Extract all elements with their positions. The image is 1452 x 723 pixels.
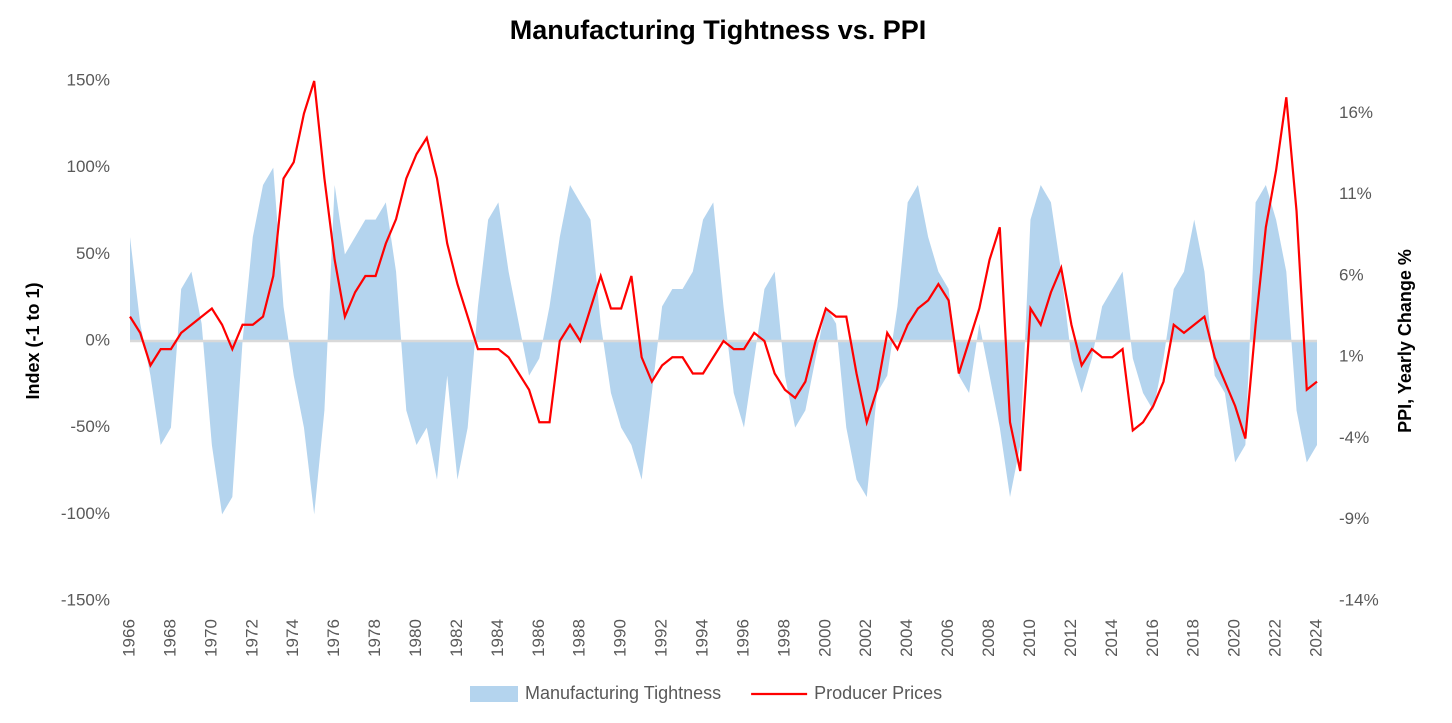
x-tick-label: 1974 <box>283 619 302 657</box>
legend-label: Manufacturing Tightness <box>525 683 721 703</box>
x-tick-label: 1992 <box>652 619 671 657</box>
y2-tick-label: 16% <box>1339 103 1373 122</box>
x-tick-label: 2006 <box>938 619 957 657</box>
x-tick-label: 1976 <box>324 619 343 657</box>
x-tick-label: 1998 <box>774 619 793 657</box>
y2-tick-label: -14% <box>1339 590 1379 609</box>
x-tick-label: 1970 <box>201 619 220 657</box>
x-tick-label: 1990 <box>611 619 630 657</box>
x-tick-label: 2016 <box>1143 619 1162 657</box>
y-tick-label: -50% <box>70 417 110 436</box>
x-tick-label: 1996 <box>733 619 752 657</box>
x-tick-label: 1978 <box>365 619 384 657</box>
x-tick-label: 1968 <box>160 619 179 657</box>
x-tick-label: 1988 <box>570 619 589 657</box>
x-tick-label: 1984 <box>488 619 507 657</box>
x-tick-label: 1966 <box>119 619 138 657</box>
x-tick-label: 1972 <box>242 619 261 657</box>
y2-axis-title: PPI, Yearly Change % <box>1395 249 1415 433</box>
y-axis-title: Index (-1 to 1) <box>23 282 43 399</box>
x-tick-label: 2008 <box>979 619 998 657</box>
x-tick-label: 2012 <box>1061 619 1080 657</box>
x-tick-label: 2024 <box>1306 619 1325 657</box>
y-tick-label: -150% <box>61 590 110 609</box>
line <box>129 80 1318 472</box>
y-tick-label: 150% <box>67 70 110 89</box>
y2-tick-label: -4% <box>1339 428 1369 447</box>
x-tick-label: 2000 <box>815 619 834 657</box>
legend-swatch <box>470 686 518 702</box>
y2-tick-label: 6% <box>1339 265 1364 284</box>
x-tick-label: 2022 <box>1266 619 1285 657</box>
y-tick-label: 50% <box>76 244 110 263</box>
y-tick-label: -100% <box>61 504 110 523</box>
x-tick-label: 1986 <box>529 619 548 657</box>
y-tick-label: 0% <box>85 330 110 349</box>
x-tick-label: 2014 <box>1102 619 1121 657</box>
chart-title: Manufacturing Tightness vs. PPI <box>510 15 927 45</box>
x-tick-label: 2002 <box>856 619 875 657</box>
y2-tick-label: 1% <box>1339 347 1364 366</box>
legend-label: Producer Prices <box>814 683 942 703</box>
x-tick-label: 2020 <box>1225 619 1244 657</box>
x-tick-label: 1982 <box>447 619 466 657</box>
x-tick-label: 2004 <box>897 619 916 657</box>
series-layer <box>129 80 1318 515</box>
y2-tick-label: -9% <box>1339 509 1369 528</box>
y-tick-label: 100% <box>67 157 110 176</box>
x-tick-label: 1994 <box>693 619 712 657</box>
y2-tick-label: 11% <box>1339 184 1372 203</box>
x-tick-label: 1980 <box>406 619 425 657</box>
x-tick-label: 2018 <box>1184 619 1203 657</box>
x-tick-label: 2010 <box>1020 619 1039 657</box>
